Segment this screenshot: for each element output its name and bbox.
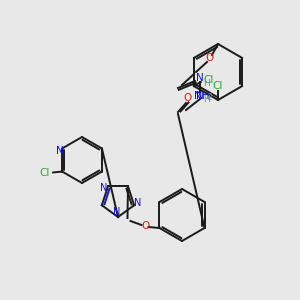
Text: Cl: Cl [213, 81, 223, 91]
Text: N: N [196, 73, 204, 83]
Text: N: N [56, 146, 64, 155]
Text: H: H [202, 79, 209, 88]
Text: O: O [184, 93, 192, 103]
Text: N: N [134, 198, 142, 208]
Text: Cl: Cl [39, 167, 49, 178]
Text: 2: 2 [207, 94, 212, 103]
Text: O: O [206, 53, 214, 63]
Text: O: O [141, 221, 150, 231]
Text: H: H [202, 95, 209, 104]
Text: N: N [196, 91, 204, 101]
Text: N: N [100, 183, 108, 193]
Text: N: N [113, 207, 121, 217]
Text: NH: NH [194, 91, 209, 101]
Text: Cl: Cl [204, 75, 214, 85]
